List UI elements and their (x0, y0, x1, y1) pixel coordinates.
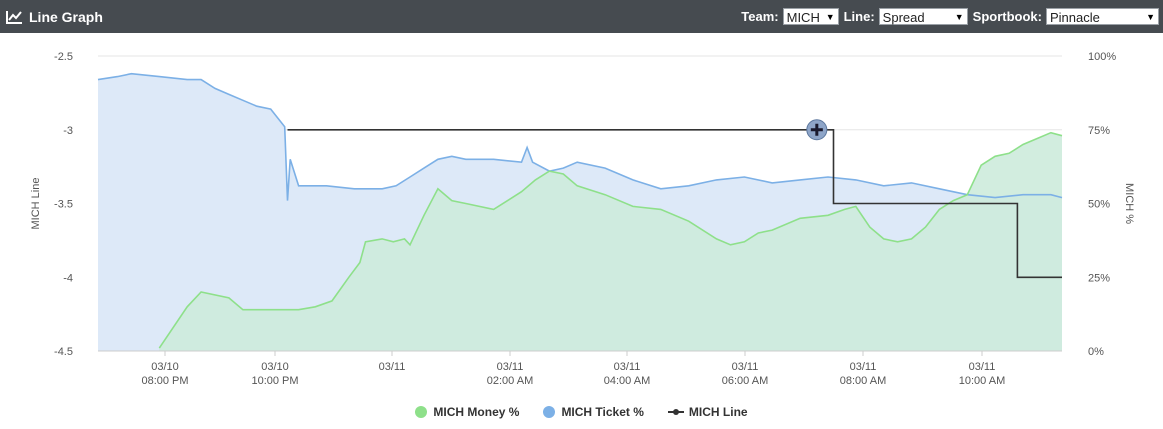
dropdown-arrow-icon: ▼ (1146, 12, 1155, 22)
x-tick-time: 08:00 AM (840, 375, 886, 387)
plus-icon (810, 123, 823, 136)
x-tick-time: 04:00 AM (604, 375, 650, 387)
money-area (159, 132, 1062, 351)
team-select[interactable]: MICH ▼ (782, 8, 839, 25)
line-legend-symbol (667, 408, 684, 416)
y-right-tick-label: 100% (1088, 51, 1116, 63)
line-select[interactable]: Spread ▼ (878, 8, 968, 25)
x-tick-date: 03/10 (151, 361, 179, 373)
legend-line-label: MICH Line (688, 405, 748, 419)
line-label: Line: (843, 9, 875, 24)
x-tick-date: 03/11 (497, 361, 524, 373)
team-select-value: MICH (786, 10, 820, 25)
x-tick-time: 10:00 AM (959, 375, 1005, 387)
series-areas (98, 73, 1062, 351)
y-right-tick-label: 50% (1088, 199, 1110, 211)
x-tick-date: 03/11 (614, 361, 641, 373)
x-tick-time: 08:00 PM (141, 375, 188, 387)
sportsbook-select[interactable]: Pinnacle ▼ (1046, 8, 1159, 25)
x-tick-time: 10:00 PM (251, 375, 298, 387)
money-line (158, 131, 1063, 349)
legend-ticket-label: MICH Ticket % (561, 405, 644, 419)
x-tick-time: 06:00 AM (722, 375, 768, 387)
ticket-legend-dot (543, 406, 556, 418)
team-label: Team: (741, 9, 779, 24)
axes: -2.5 100% -3 75% -3.5 50% -4 25% -4.5 0% MICH Line… (30, 51, 1135, 387)
y-right-tick-label: 75% (1088, 125, 1110, 137)
y-left-tick-label: -4 (63, 272, 73, 284)
x-tick-date: 03/11 (969, 361, 996, 373)
legend-ticket[interactable]: MICH Ticket % (543, 405, 644, 419)
y-left-tick-label: -2.5 (54, 51, 73, 63)
x-tick-date: 03/11 (732, 361, 759, 373)
money-legend-dot (415, 406, 428, 418)
dropdown-arrow-icon: ▼ (825, 12, 835, 22)
chart-legend: MICH Money % MICH Ticket % MICH Line (0, 405, 1163, 419)
y-left-tick-label: -4.5 (54, 346, 73, 358)
y-left-tick-label: -3.5 (54, 199, 73, 211)
y-right-axis-title: MICH % (1123, 183, 1135, 224)
x-tick-date: 03/10 (261, 361, 289, 373)
line-chart: -2.5 100% -3 75% -3.5 50% -4 25% -4.5 0% MICH Line… (30, 51, 1135, 387)
ticket-line (97, 72, 1063, 201)
sportsbook-select-value: Pinnacle (1050, 10, 1100, 25)
chart-controls: Team: MICH ▼ Line: Spread ▼ Sportbook: P… (741, 0, 1159, 33)
y-left-tick-label: -3 (63, 125, 73, 137)
crosshair-marker[interactable] (806, 119, 828, 141)
dropdown-arrow-icon: ▼ (954, 12, 964, 22)
y-left-axis-title: MICH Line (30, 178, 42, 230)
title-area: Line Graph (6, 0, 103, 33)
x-tick-time: 02:00 AM (487, 375, 533, 387)
chart-header: Line Graph Team: MICH ▼ Line: Spread ▼ S… (0, 0, 1163, 33)
legend-money-label: MICH Money % (433, 405, 520, 419)
line-select-value: Spread (882, 10, 925, 25)
legend-line[interactable]: MICH Line (667, 405, 748, 419)
sportsbook-label: Sportbook: (972, 9, 1042, 24)
line-chart-icon (6, 10, 22, 24)
chart-title: Line Graph (29, 8, 103, 25)
x-tick-date: 03/11 (850, 361, 877, 373)
legend-money[interactable]: MICH Money % (415, 405, 519, 419)
x-tick-date: 03/11 (379, 361, 406, 373)
y-right-tick-label: 25% (1088, 272, 1110, 284)
y-right-tick-label: 0% (1088, 346, 1104, 358)
